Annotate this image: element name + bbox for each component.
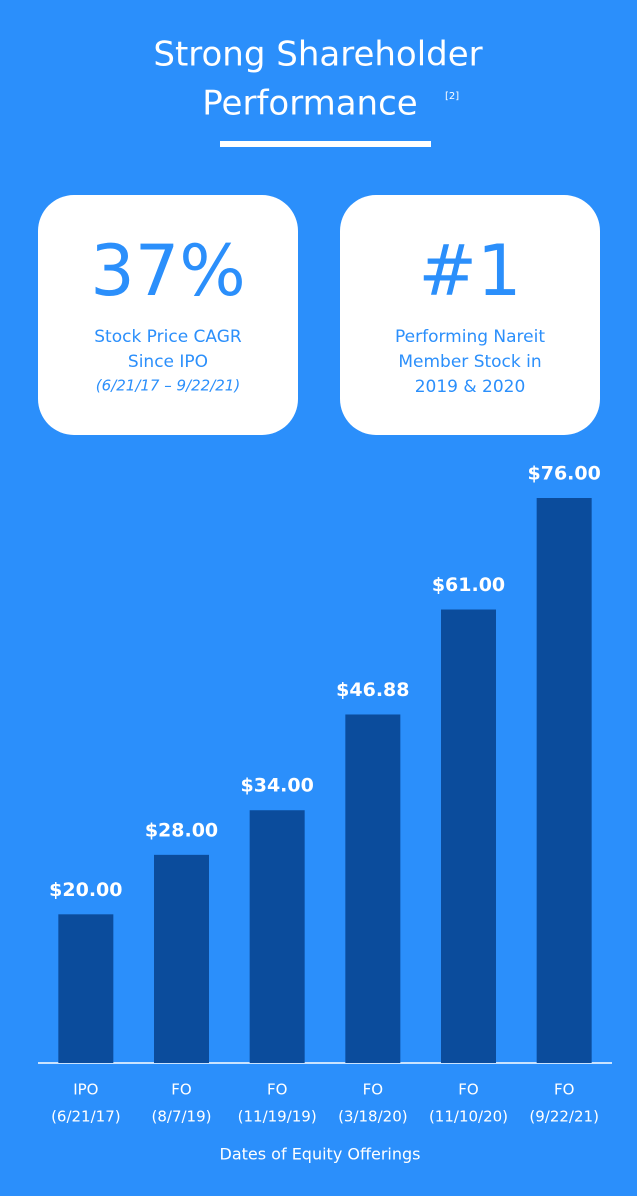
x-tick-label: FO: [267, 1081, 287, 1099]
title: Strong Shareholder: [153, 35, 482, 75]
value-label: $46.88: [336, 679, 409, 701]
x-tick-label: FO: [363, 1081, 383, 1099]
x-tick-label: FO: [458, 1081, 478, 1099]
card: [38, 195, 298, 435]
card-text: Performing Nareit: [395, 327, 545, 347]
card-text: Stock Price CAGR: [94, 327, 242, 347]
bar: [154, 854, 209, 1063]
bar: [58, 914, 114, 1063]
underline: [220, 141, 431, 147]
x-tick-label: (8/7/19): [152, 1108, 212, 1126]
bar: [249, 810, 305, 1063]
x-tick-label: (6/21/17): [51, 1108, 121, 1126]
bar: [536, 498, 592, 1063]
card-text: Member Stock in: [398, 352, 541, 372]
card: [340, 195, 600, 435]
card-headline: 37%: [90, 230, 246, 312]
card-note: (6/21/17 – 9/22/21): [96, 377, 240, 395]
footnote: [2]: [445, 91, 459, 102]
bar: [441, 609, 496, 1063]
value-label: $20.00: [49, 879, 122, 901]
x-tick-label: (3/18/20): [338, 1108, 408, 1126]
x-tick-label: FO: [554, 1081, 574, 1099]
bar: [345, 714, 401, 1063]
x-tick-label: (9/22/21): [529, 1108, 599, 1126]
x-tick-label: (11/19/19): [238, 1108, 317, 1126]
value-label: $34.00: [241, 775, 314, 797]
value-label: $76.00: [528, 463, 601, 485]
card-headline: #1: [418, 230, 521, 312]
value-label: $28.00: [145, 819, 218, 841]
value-label: $61.00: [432, 574, 505, 596]
x-axis-label: Dates of Equity Offerings: [220, 1145, 421, 1164]
card-text: 2019 & 2020: [415, 377, 526, 397]
x-tick-label: (11/10/20): [429, 1108, 508, 1126]
title: Performance: [202, 84, 417, 124]
card-text: Since IPO: [128, 352, 208, 372]
x-tick-label: IPO: [73, 1081, 98, 1099]
x-tick-label: FO: [171, 1081, 191, 1099]
